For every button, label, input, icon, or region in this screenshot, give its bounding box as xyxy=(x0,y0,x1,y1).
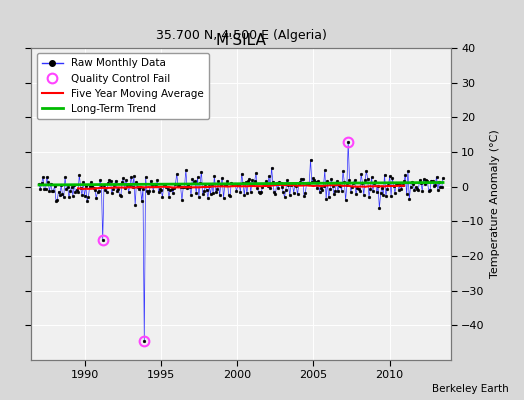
Five Year Moving Average xyxy=(401,183,407,188)
Raw Monthly Data xyxy=(345,139,352,144)
Raw Monthly Data xyxy=(36,182,42,187)
Line: Raw Monthly Data: Raw Monthly Data xyxy=(38,140,444,342)
Raw Monthly Data xyxy=(141,338,147,343)
Line: Five Year Moving Average: Five Year Moving Average xyxy=(78,185,404,189)
Five Year Moving Average xyxy=(284,182,290,187)
Raw Monthly Data xyxy=(255,190,261,194)
Five Year Moving Average xyxy=(336,183,342,188)
Raw Monthly Data xyxy=(440,176,446,180)
Y-axis label: Temperature Anomaly (°C): Temperature Anomaly (°C) xyxy=(490,130,500,278)
Text: Berkeley Earth: Berkeley Earth xyxy=(432,384,508,394)
Five Year Moving Average xyxy=(80,186,86,191)
Raw Monthly Data xyxy=(192,179,198,184)
Five Year Moving Average xyxy=(285,183,291,188)
Five Year Moving Average xyxy=(396,183,402,188)
Raw Monthly Data xyxy=(133,179,139,184)
Title: M'SILA: M'SILA xyxy=(215,33,267,48)
Text: 35.700 N, 4.500 E (Algeria): 35.700 N, 4.500 E (Algeria) xyxy=(156,29,326,42)
Legend: Raw Monthly Data, Quality Control Fail, Five Year Moving Average, Long-Term Tren: Raw Monthly Data, Quality Control Fail, … xyxy=(37,53,209,119)
Raw Monthly Data xyxy=(58,183,64,188)
Raw Monthly Data xyxy=(292,183,298,188)
Five Year Moving Average xyxy=(75,186,81,191)
Raw Monthly Data xyxy=(135,184,141,189)
Five Year Moving Average xyxy=(173,185,180,190)
Five Year Moving Average xyxy=(83,186,89,191)
Five Year Moving Average xyxy=(306,183,312,188)
